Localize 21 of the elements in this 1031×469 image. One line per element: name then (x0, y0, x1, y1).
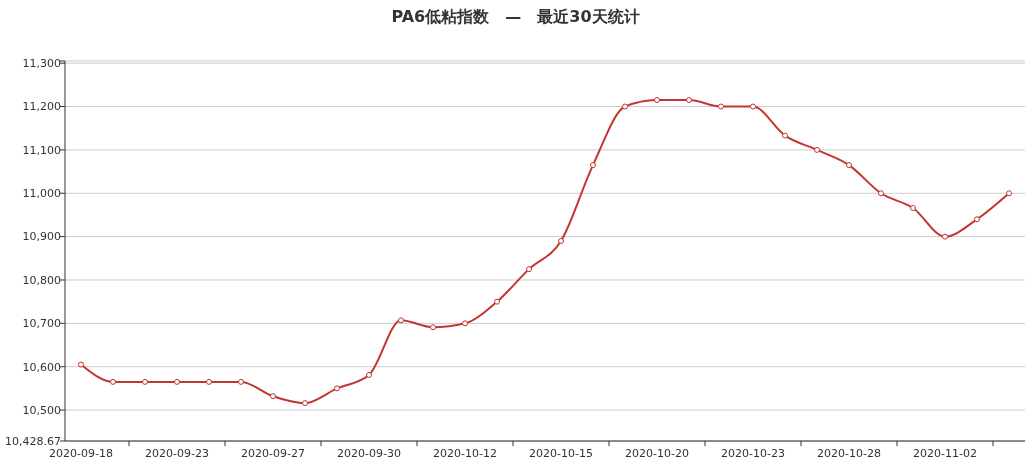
y-tick-label: 10,500 (22, 403, 61, 417)
y-tick-label: 10,800 (22, 273, 61, 287)
y-tick-label: 10,428.67 (5, 434, 61, 448)
chart-title: PA6低粘指数 — 最近30天统计 (391, 7, 640, 26)
y-tick-label: 11,300 (22, 57, 61, 71)
x-tick-label: 2020-10-23 (721, 447, 785, 460)
x-tick-label: 2020-10-15 (529, 447, 593, 460)
x-tick-label: 2020-09-30 (337, 447, 401, 460)
x-tick-label: 2020-09-27 (241, 447, 305, 460)
x-tick-label: 2020-10-28 (817, 447, 881, 460)
y-tick-label: 10,900 (22, 230, 61, 244)
y-tick-label: 10,600 (22, 360, 61, 374)
y-tick-label: 10,700 (22, 317, 61, 331)
y-tick-label: 11,200 (22, 100, 61, 114)
x-tick-label: 2020-09-18 (49, 447, 113, 460)
x-tick-label: 2020-10-20 (625, 447, 689, 460)
y-tick-label: 11,000 (22, 187, 61, 201)
x-tick-label: 2020-09-23 (145, 447, 209, 460)
y-tick-label: 11,100 (22, 143, 61, 157)
x-tick-label: 2020-10-12 (433, 447, 497, 460)
x-tick-label: 2020-11-02 (913, 447, 977, 460)
